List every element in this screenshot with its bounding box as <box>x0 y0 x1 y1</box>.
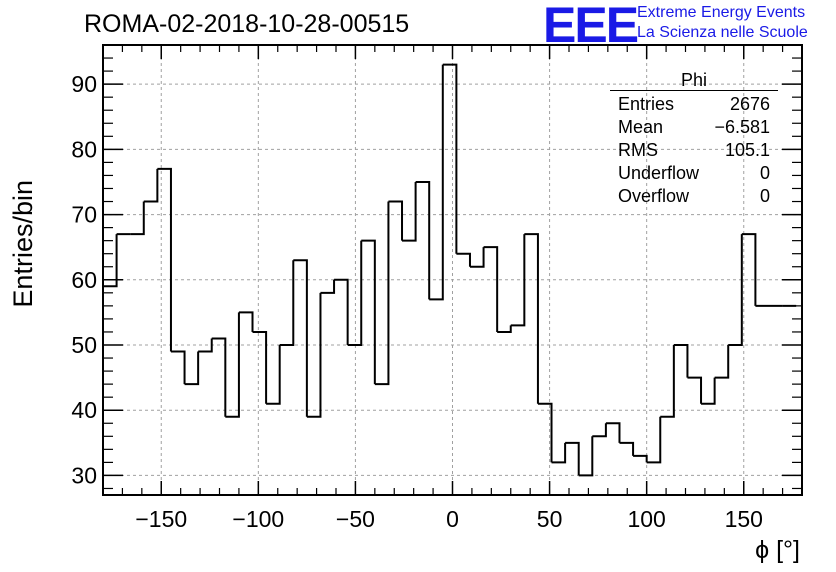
stats-label: Underflow <box>618 163 700 183</box>
stats-label: RMS <box>618 140 658 160</box>
stats-row-overflow: Overflow 0 <box>610 185 778 208</box>
histogram-bin <box>157 167 172 352</box>
histogram-bin <box>211 337 227 417</box>
histogram-bin <box>592 423 607 438</box>
stats-row-entries: Entries 2676 <box>610 93 778 116</box>
stats-row-underflow: Underflow 0 <box>610 162 778 185</box>
stats-row-mean: Mean −6.581 <box>610 116 778 139</box>
y-tick-label: 90 <box>71 71 97 97</box>
eee-logo: EEE <box>543 0 639 53</box>
histogram-bin <box>334 278 349 345</box>
histogram-bin <box>728 234 743 346</box>
histogram-bin <box>551 442 567 464</box>
histogram-bin <box>388 200 404 241</box>
histogram-bin <box>483 246 499 332</box>
histogram-bin <box>402 181 417 242</box>
histogram-bin <box>660 345 675 418</box>
histogram-bin <box>415 180 431 300</box>
histogram-bin <box>143 168 159 203</box>
histogram-bin <box>456 252 471 267</box>
histogram-bin <box>469 247 485 268</box>
x-tick-label: 100 <box>627 506 665 532</box>
x-tick-label: −100 <box>232 506 284 532</box>
histogram-bin <box>673 344 689 378</box>
stats-row-rms: RMS 105.1 <box>610 139 778 162</box>
histogram-bin <box>578 436 594 477</box>
stats-value: 2676 <box>729 94 770 114</box>
histogram-bin <box>293 259 308 417</box>
histogram-bin <box>170 350 186 385</box>
histogram-bin <box>619 441 635 456</box>
chart-title: ROMA-02-2018-10-28-00515 <box>84 10 410 38</box>
x-tick-label: −50 <box>336 506 375 532</box>
x-tick-label: 50 <box>537 506 563 532</box>
histogram-bin <box>252 330 268 404</box>
histogram-bin <box>701 377 716 405</box>
y-tick-label: 40 <box>71 397 97 423</box>
histogram-bin <box>524 233 539 404</box>
histogram-bin <box>347 240 363 346</box>
histogram-bin <box>279 260 295 346</box>
histogram-bin <box>646 416 662 464</box>
y-tick-label: 80 <box>71 136 97 162</box>
histogram-bin <box>184 351 200 386</box>
histogram-bin <box>306 292 322 418</box>
stats-value: 105.1 <box>724 140 770 160</box>
histogram-bin <box>633 454 648 463</box>
histogram-bin <box>103 234 118 288</box>
histogram-bin <box>198 338 213 353</box>
histogram-bin <box>605 422 621 443</box>
histogram-bin <box>687 376 703 404</box>
stats-value: 0 <box>759 163 770 183</box>
stats-label: Mean <box>618 117 664 137</box>
logo-line-1: Extreme Energy Events <box>637 4 806 21</box>
stats-label: Overflow <box>618 186 690 206</box>
histogram-bin <box>565 441 580 476</box>
histogram-bin <box>429 64 444 301</box>
histogram-bin <box>537 402 553 463</box>
stats-title: Phi <box>610 70 778 91</box>
x-tick-label: 0 <box>446 506 459 532</box>
histogram-bin <box>741 233 757 306</box>
stats-value: −6.581 <box>714 117 770 137</box>
x-tick-label: 150 <box>725 506 763 532</box>
y-axis-label: Entries/bin <box>8 180 38 308</box>
histogram-bin <box>497 325 512 333</box>
stats-value: 0 <box>759 186 770 206</box>
y-tick-label: 70 <box>71 202 97 228</box>
y-tick-label: 30 <box>71 462 97 488</box>
histogram-bin <box>130 201 145 236</box>
stats-label: Entries <box>618 94 675 114</box>
histogram-bin <box>510 234 526 327</box>
histogram-bin <box>714 345 730 379</box>
y-tick-label: 60 <box>71 267 97 293</box>
histogram-bin <box>320 279 336 294</box>
histogram-bin <box>374 201 390 386</box>
y-tick-label: 50 <box>71 332 97 358</box>
histogram-bin <box>266 345 281 405</box>
histogram-bin <box>361 239 376 385</box>
stats-box: Phi Entries 2676 Mean −6.581 RMS 105.1 U… <box>610 70 778 208</box>
histogram-bin <box>238 311 254 332</box>
x-tick-label: −150 <box>135 506 187 532</box>
histogram-bin <box>225 312 240 418</box>
logo-line-2: La Scienza nelle Scuole <box>637 24 808 41</box>
x-axis-label: ϕ [°] <box>755 536 800 564</box>
histogram-bin <box>442 63 458 254</box>
